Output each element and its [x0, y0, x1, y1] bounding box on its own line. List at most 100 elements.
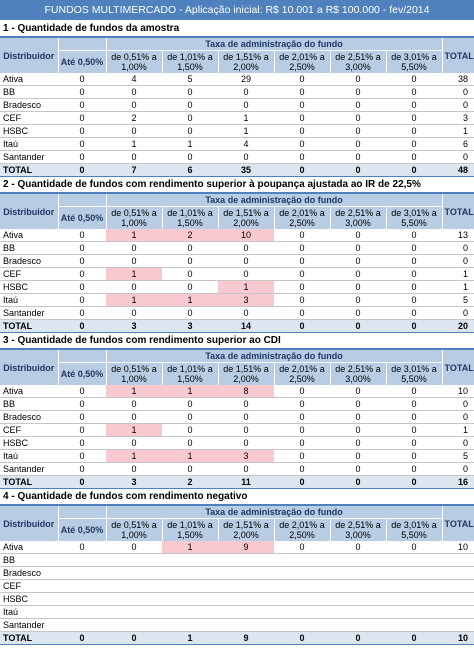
value-cell: 0 [386, 423, 443, 437]
total-value: 14 [218, 319, 274, 333]
value-cell: 0 [106, 541, 162, 554]
table-row: Itaú 0 1 1 3 0 0 0 5 [0, 449, 474, 463]
value-cell [386, 553, 443, 567]
table-row: BB 0 0 0 0 0 0 0 0 [0, 397, 474, 411]
table-row: Bradesco [0, 566, 474, 580]
distributor-name: CEF [0, 267, 58, 281]
table-row: BB 0 0 0 0 0 0 0 0 [0, 241, 474, 255]
value-cell [218, 618, 274, 632]
value-cell [106, 579, 162, 593]
header-range: de 2,01% a 2,50% [274, 362, 331, 385]
header-row: Distribuidor Taxa de administração do fun… [0, 194, 474, 229]
value-cell: 0 [162, 241, 218, 255]
table-row: Bradesco 0 0 0 0 0 0 0 0 [0, 98, 474, 112]
value-cell [386, 566, 443, 580]
value-cell: 0 [106, 241, 162, 255]
header-distribuidor: Distribuidor [0, 350, 59, 385]
header-blank [58, 350, 107, 363]
value-cell: 0 [58, 150, 106, 164]
value-cell: 0 [106, 410, 162, 424]
row-total: 0 [442, 397, 474, 411]
table-row: Santander 0 0 0 0 0 0 0 0 [0, 150, 474, 164]
distributor-name: CEF [0, 111, 58, 125]
value-cell: 0 [274, 280, 330, 294]
value-cell: 10 [218, 229, 274, 242]
row-total: 10 [442, 385, 474, 398]
distributor-name: Ativa [0, 385, 58, 398]
value-cell [386, 579, 443, 593]
value-cell: 0 [386, 306, 443, 320]
value-cell: 0 [386, 229, 443, 242]
value-cell [274, 579, 330, 593]
header-range: de 3,01% a 5,50% [386, 206, 443, 229]
value-cell: 0 [386, 150, 443, 164]
value-cell [162, 618, 218, 632]
value-cell: 0 [386, 241, 443, 255]
value-cell: 0 [274, 397, 330, 411]
value-cell: 0 [386, 267, 443, 281]
value-cell [218, 605, 274, 619]
value-cell: 0 [218, 423, 274, 437]
header-row: Até 0,50% de 0,51% a 1,00% de 1,01% a 1,50… [0, 518, 474, 541]
total-value: 0 [58, 475, 106, 489]
row-total: 0 [442, 85, 474, 99]
value-cell: 0 [274, 267, 330, 281]
value-cell [162, 553, 218, 567]
value-cell: 0 [162, 111, 218, 125]
value-cell: 0 [274, 293, 330, 307]
distributor-name: CEF [0, 423, 58, 437]
table-row: Itaú 0 1 1 3 0 0 0 5 [0, 293, 474, 307]
header-blank [58, 38, 107, 51]
value-cell [162, 579, 218, 593]
value-cell: 0 [330, 98, 386, 112]
header-range: de 1,01% a 1,50% [162, 206, 219, 229]
value-cell: 0 [106, 150, 162, 164]
header-group: Taxa de administração do fundo [106, 38, 443, 51]
value-cell: 0 [58, 306, 106, 320]
value-cell [162, 592, 218, 606]
value-cell: 0 [218, 254, 274, 268]
value-cell: 0 [58, 449, 106, 463]
row-total: 3 [442, 111, 474, 125]
row-total: 1 [442, 423, 474, 437]
row-total: 13 [442, 229, 474, 242]
value-cell: 2 [106, 111, 162, 125]
report-title: FUNDOS MULTIMERCADO - Aplicação inicial:… [0, 0, 474, 21]
value-cell: 0 [386, 98, 443, 112]
value-cell [218, 579, 274, 593]
distributor-name: Itaú [0, 293, 58, 307]
table-row: CEF 0 1 0 0 0 0 0 1 [0, 423, 474, 437]
value-cell [274, 605, 330, 619]
header-range: de 1,01% a 1,50% [162, 362, 219, 385]
value-cell: 0 [274, 423, 330, 437]
header-row: Distribuidor Taxa de administração do fun… [0, 350, 474, 385]
grand-total: 20 [442, 319, 474, 333]
value-cell: 0 [274, 254, 330, 268]
value-cell: 0 [330, 385, 386, 398]
value-cell: 0 [330, 306, 386, 320]
header-ate: Até 0,50% [58, 50, 107, 73]
header-range: de 1,51% a 2,00% [218, 50, 275, 73]
value-cell: 0 [106, 306, 162, 320]
distributor-name: Ativa [0, 73, 58, 86]
value-cell: 2 [162, 229, 218, 242]
value-cell: 3 [218, 293, 274, 307]
value-cell: 0 [58, 385, 106, 398]
total-value: 0 [58, 163, 106, 177]
header-row: Distribuidor Taxa de administração do fun… [0, 506, 474, 541]
distributor-name: BB [0, 85, 58, 99]
row-total: 0 [442, 436, 474, 450]
value-cell: 0 [274, 124, 330, 138]
row-total [442, 566, 474, 580]
value-cell: 0 [386, 293, 443, 307]
header-range: de 3,01% a 5,50% [386, 362, 443, 385]
value-cell: 0 [218, 436, 274, 450]
total-label: TOTAL [0, 475, 58, 489]
value-cell: 0 [58, 462, 106, 476]
header-group: Taxa de administração do fundo [106, 194, 443, 207]
table-row: Bradesco 0 0 0 0 0 0 0 0 [0, 410, 474, 424]
table-row: Santander [0, 618, 474, 632]
table-row: HSBC 0 0 0 0 0 0 0 0 [0, 436, 474, 450]
value-cell [106, 592, 162, 606]
value-cell: 0 [162, 306, 218, 320]
